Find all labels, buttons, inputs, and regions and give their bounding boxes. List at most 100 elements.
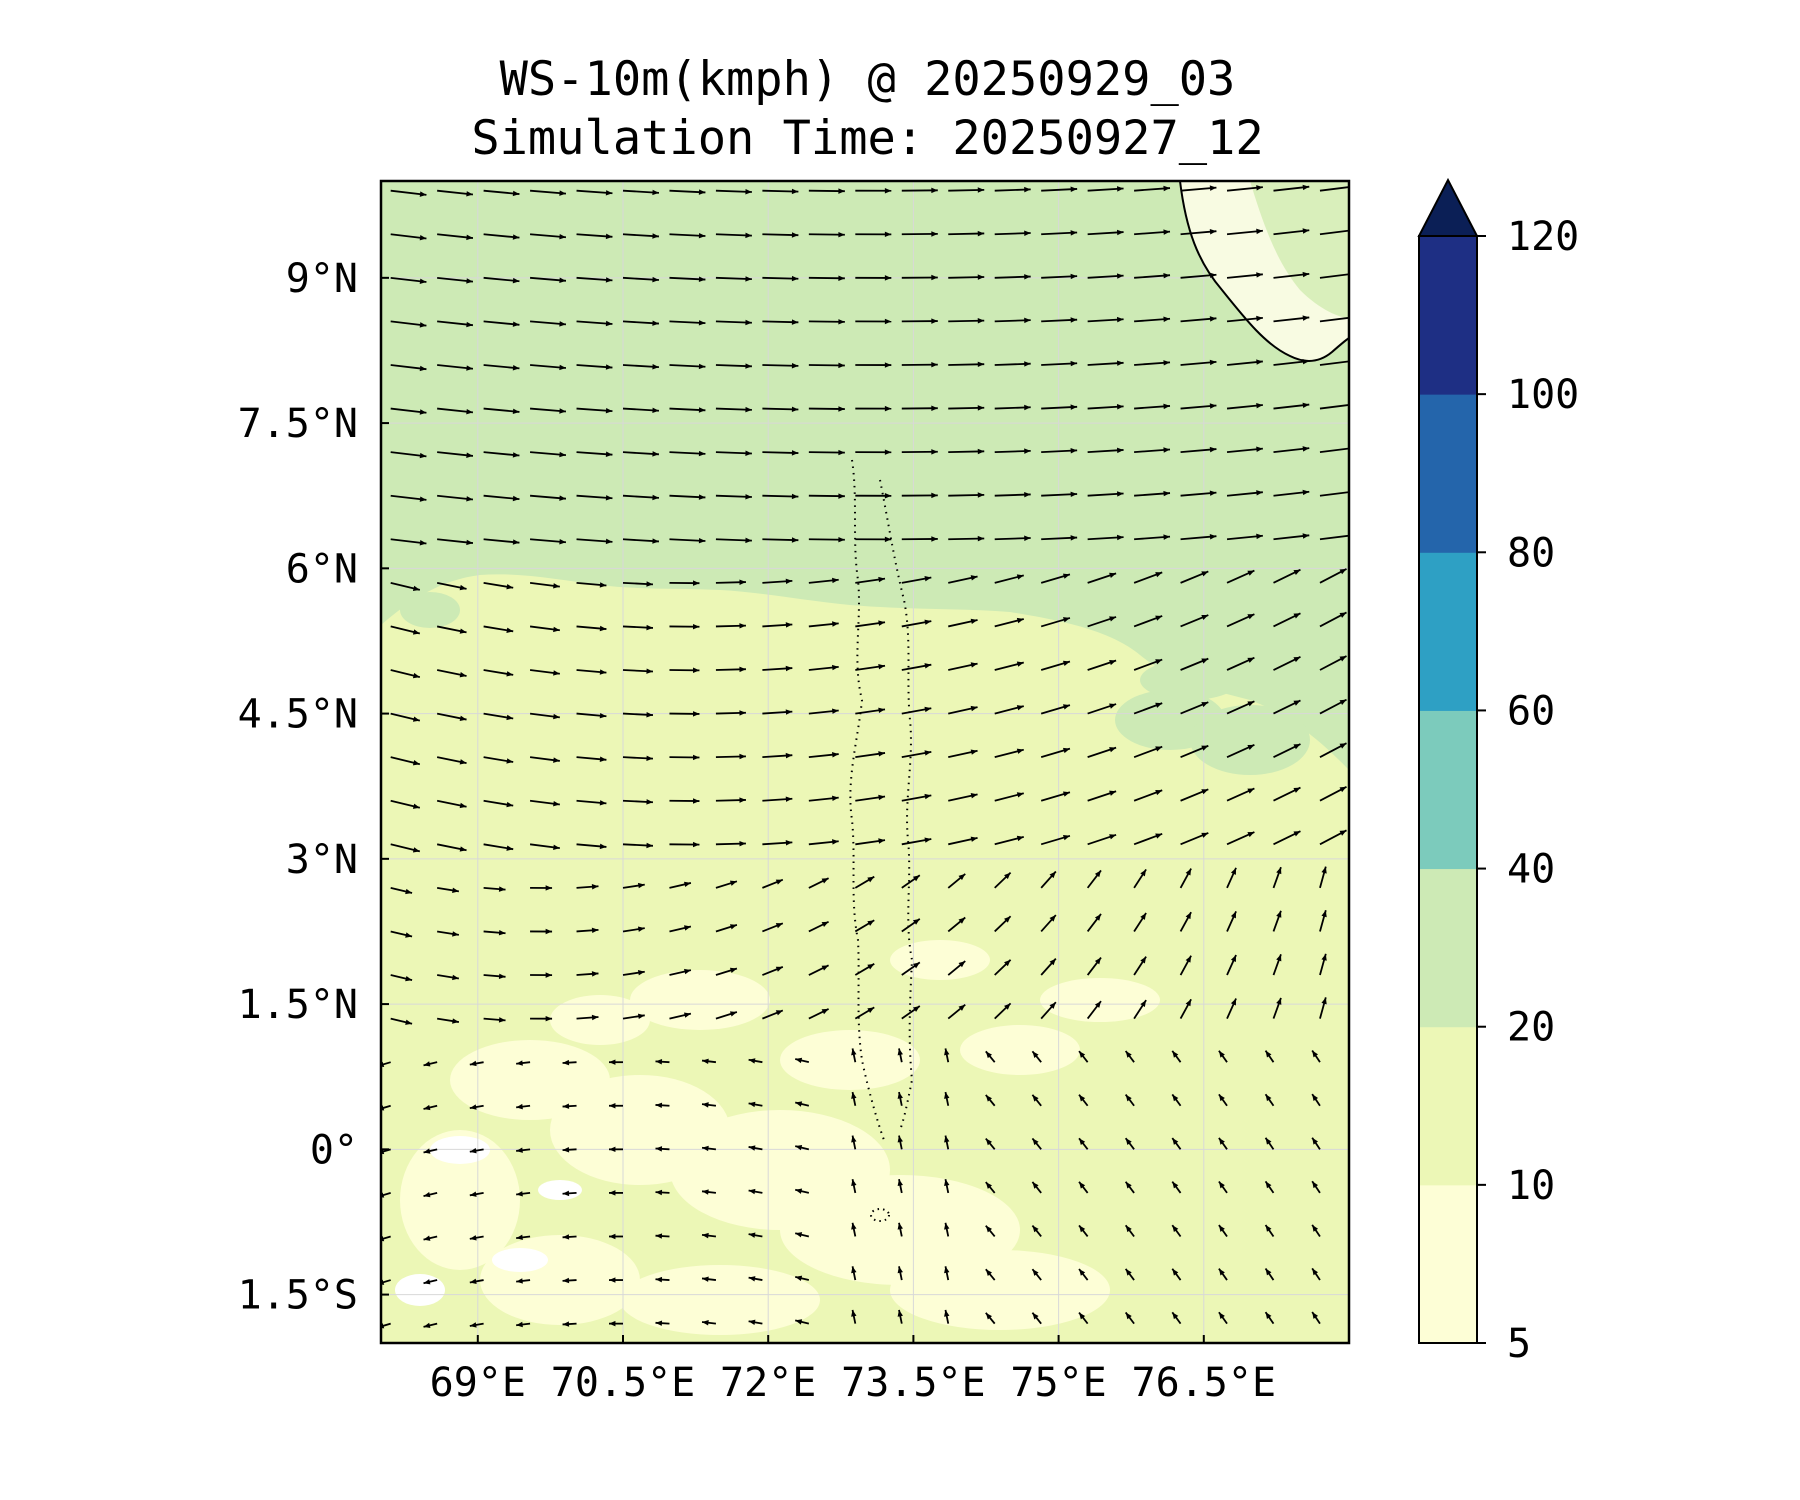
colorbar-label: 80 [1507,530,1555,576]
wind-arrow [562,1059,577,1066]
wind-arrow [795,1319,810,1325]
wind-arrow [901,361,938,368]
wind-arrow [1179,955,1192,976]
wind-arrow [1087,534,1124,541]
wind-arrow [1264,1268,1275,1281]
wind-arrow [808,795,839,802]
wind-arrow [390,1017,413,1025]
wind-arrow [808,319,845,325]
wind-arrow [469,1278,484,1285]
wind-arrow [1180,701,1209,715]
wind-arrow [808,664,839,671]
wind-arrow [622,799,654,805]
wind-arrow [1041,273,1078,280]
wind-arrow [669,711,700,717]
wind-arrow [1134,447,1171,454]
wind-arrow [1218,1224,1228,1238]
wind-arrow [808,449,845,456]
wind-arrow [854,875,875,889]
wind-arrow [1134,534,1171,541]
wind-arrow [1133,956,1147,976]
wind-arrow [483,843,514,851]
wind-arrow [901,492,938,499]
wind-arrow [516,1321,531,1328]
wind-arrow [1319,655,1347,671]
wind-arrow [1040,617,1071,628]
wind-arrow [576,189,613,196]
wind-arrow [436,625,467,634]
wind-arrow [715,753,746,760]
wind-arrow [715,880,738,889]
wind-arrow [483,756,514,764]
contour-5-10 [620,1265,820,1335]
wind-arrow [655,1146,670,1152]
contour-5-10 [630,970,770,1030]
wind-arrow [669,232,706,239]
wind-arrow [483,407,520,415]
wind-arrow [1087,703,1117,715]
wind-arrow [948,187,985,193]
wind-arrow [516,1278,531,1284]
wind-arrow [901,663,932,671]
wind-arrow [762,796,793,802]
wind-arrow [1040,958,1057,976]
wind-arrow [1078,1268,1089,1281]
wind-arrow [483,494,520,502]
wind-arrow [390,364,427,372]
wind-arrow [808,188,845,194]
wind-arrow [748,1276,763,1282]
wind-arrow [947,916,966,933]
wind-arrow [576,538,613,545]
wind-arrow [855,231,892,238]
wind-arrow [1264,1137,1275,1150]
lon-tick-label: 72°E [720,1360,816,1406]
wind-arrow [1040,870,1057,889]
wind-arrow [1264,1224,1275,1237]
wind-arrow [1273,743,1301,758]
wind-arrow [1319,742,1347,758]
wind-arrow [622,538,659,544]
wind-arrow [1273,656,1301,671]
wind-arrow [1218,1311,1228,1325]
wind-arrow [762,188,799,195]
wind-arrow [994,1002,1012,1020]
wind-arrow [855,275,892,281]
wind-arrow [622,624,654,631]
wind-arrow [762,922,784,933]
wind-arrow [622,189,659,196]
wind-arrow [1179,911,1192,932]
wind-arrow [854,1006,875,1020]
wind-arrow [985,1137,996,1150]
wind-arrow [1319,910,1327,932]
wind-arrow [562,1277,577,1284]
wind-arrow [762,537,799,543]
wind-arrow [669,494,706,500]
lat-tick-label: 9°N [286,256,358,302]
wind-arrow [669,407,706,413]
wind-arrow [948,662,978,671]
wind-arrow [1273,271,1310,279]
wind-arrow [808,621,839,628]
wind-arrow [390,887,413,895]
wind-arrow [1133,999,1147,1020]
wind-arrow [1040,1001,1057,1020]
wind-arrow [529,843,560,850]
wind-arrow [897,1309,903,1324]
wind-arrow [1134,403,1171,410]
contour-5-10 [780,1030,920,1090]
colorbar-label: 10 [1507,1163,1555,1209]
wind-arrow [1226,867,1237,889]
wind-arrow [436,799,467,809]
lat-tick-label: 4.5°N [238,692,358,738]
wind-arrow [1264,1180,1275,1194]
wind-arrow [483,233,520,240]
longitude-axis: 69°E 70.5°E 72°E 73.5°E 75°E 76.5°E [430,1335,1276,1406]
wind-arrow [985,1225,996,1238]
wind-arrow [1218,1180,1228,1194]
wind-arrow [1180,534,1217,541]
wind-arrow [423,1148,438,1154]
wind-arrow [609,1103,623,1109]
wind-arrow [1134,360,1171,366]
wind-arrow [1180,657,1209,671]
wind-arrow [1171,1093,1182,1107]
